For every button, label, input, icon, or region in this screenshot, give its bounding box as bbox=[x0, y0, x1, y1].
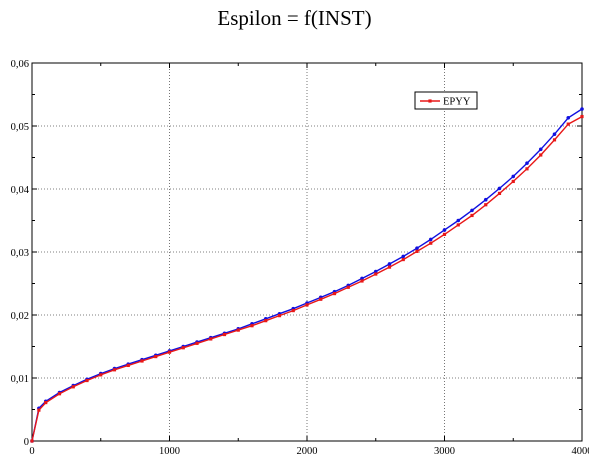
chart-title: Espilon = f(INST) bbox=[217, 6, 372, 30]
data-point bbox=[126, 363, 130, 367]
data-point bbox=[566, 122, 570, 126]
data-point bbox=[236, 328, 240, 332]
data-point bbox=[470, 208, 474, 213]
data-point bbox=[415, 249, 419, 253]
data-point bbox=[429, 241, 433, 245]
data-point bbox=[456, 218, 461, 223]
x-tick-label: 1000 bbox=[159, 446, 180, 457]
grid bbox=[32, 63, 582, 441]
data-point bbox=[456, 223, 460, 227]
legend: EPYY bbox=[414, 91, 478, 110]
y-tick-label: 0,04 bbox=[11, 185, 30, 196]
series-layer bbox=[30, 107, 584, 443]
x-tick-label: 2000 bbox=[297, 446, 318, 457]
series-line bbox=[31, 115, 583, 442]
data-point bbox=[497, 191, 502, 196]
data-point bbox=[346, 285, 350, 289]
y-tick-label: 0 bbox=[24, 437, 29, 448]
data-point bbox=[57, 392, 62, 396]
data-point bbox=[222, 332, 227, 337]
y-tick-label: 0,03 bbox=[11, 248, 29, 259]
data-point bbox=[428, 237, 433, 242]
data-point bbox=[264, 319, 268, 323]
data-point bbox=[580, 114, 584, 119]
y-tick-label: 0,05 bbox=[11, 122, 29, 133]
y-tick-label: 0,06 bbox=[11, 59, 29, 70]
data-point bbox=[209, 337, 213, 341]
data-point bbox=[525, 167, 529, 171]
data-point bbox=[552, 132, 557, 136]
data-point bbox=[277, 314, 282, 318]
data-point bbox=[44, 400, 48, 405]
data-point bbox=[401, 257, 405, 262]
series-0 bbox=[30, 107, 584, 443]
data-point bbox=[140, 359, 144, 363]
data-point bbox=[250, 324, 254, 328]
data-point bbox=[539, 153, 543, 157]
data-point bbox=[525, 161, 529, 165]
data-point bbox=[497, 186, 502, 191]
x-tick-label: 3000 bbox=[434, 446, 455, 457]
data-point bbox=[332, 291, 337, 296]
legend-label: EPYY bbox=[443, 97, 471, 108]
data-point bbox=[181, 346, 185, 350]
data-point bbox=[511, 174, 516, 179]
data-point bbox=[552, 138, 557, 142]
data-point bbox=[112, 368, 117, 372]
data-point bbox=[566, 116, 571, 120]
data-point bbox=[387, 262, 392, 266]
data-point bbox=[580, 107, 584, 111]
data-point bbox=[483, 197, 488, 202]
data-point bbox=[511, 179, 515, 184]
data-point bbox=[319, 297, 323, 301]
data-point bbox=[415, 246, 419, 251]
data-point bbox=[538, 147, 543, 152]
data-point bbox=[167, 350, 172, 354]
data-point bbox=[99, 373, 103, 377]
data-point bbox=[484, 203, 488, 207]
data-point bbox=[154, 354, 158, 359]
legend-box bbox=[414, 91, 478, 110]
series-line bbox=[31, 108, 583, 442]
legend-swatch-marker bbox=[428, 99, 432, 103]
data-point bbox=[360, 276, 364, 281]
data-point bbox=[387, 265, 392, 269]
data-point bbox=[305, 303, 309, 307]
data-point bbox=[442, 228, 447, 232]
y-tick-label: 0,01 bbox=[11, 374, 29, 385]
data-point bbox=[30, 439, 34, 443]
data-point bbox=[37, 408, 41, 412]
data-point bbox=[71, 385, 75, 389]
data-point bbox=[373, 269, 378, 274]
y-tick-label: 0,02 bbox=[11, 311, 29, 322]
data-point bbox=[360, 279, 364, 283]
data-point bbox=[195, 341, 199, 345]
data-point bbox=[85, 378, 89, 383]
data-point bbox=[374, 272, 378, 276]
data-point bbox=[291, 308, 295, 313]
data-point bbox=[401, 254, 406, 259]
data-point bbox=[442, 232, 447, 236]
series-1 bbox=[30, 114, 584, 443]
x-tick-label: 0 bbox=[29, 446, 34, 457]
data-point bbox=[470, 213, 474, 218]
